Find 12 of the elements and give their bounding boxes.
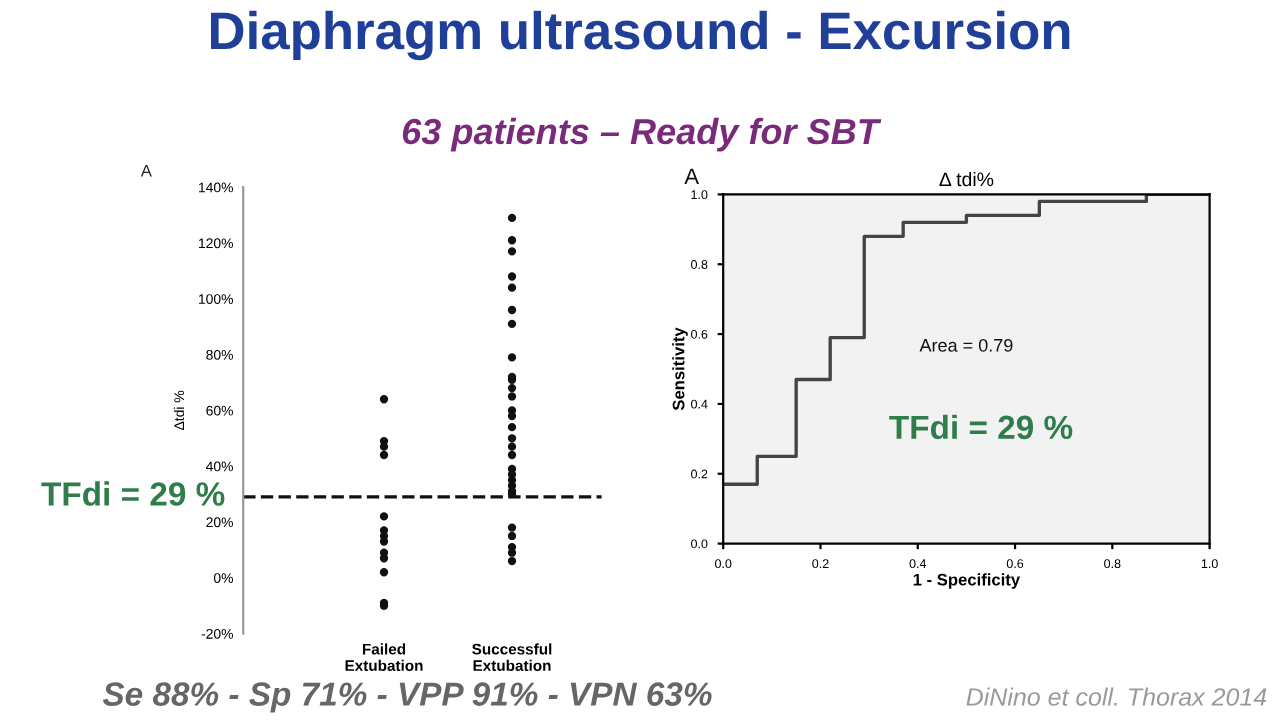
annotation: Area = 0.79	[919, 338, 1013, 352]
text: A	[684, 168, 700, 184]
ref-line-label: TFdi = 29 %	[41, 481, 225, 506]
text: DiNino et coll. Thorax 2014	[966, 687, 1267, 706]
y-axis-title: Sensitivity	[672, 327, 688, 411]
annotation: TFdi = 29 %	[889, 414, 1073, 440]
chart-title: Δ tdi%	[939, 171, 994, 187]
chart-subtitle: 63 patients – Ready for SBT	[402, 117, 882, 152]
x-axis-title: 1 - Specificity	[913, 573, 1021, 589]
text: Se 88% - Sp 71% - VPP 91% - VPN 63%	[102, 682, 712, 713]
text: A	[140, 164, 152, 177]
chart-title: Diaphragm ultrasound - Excursion	[211, 10, 1070, 61]
